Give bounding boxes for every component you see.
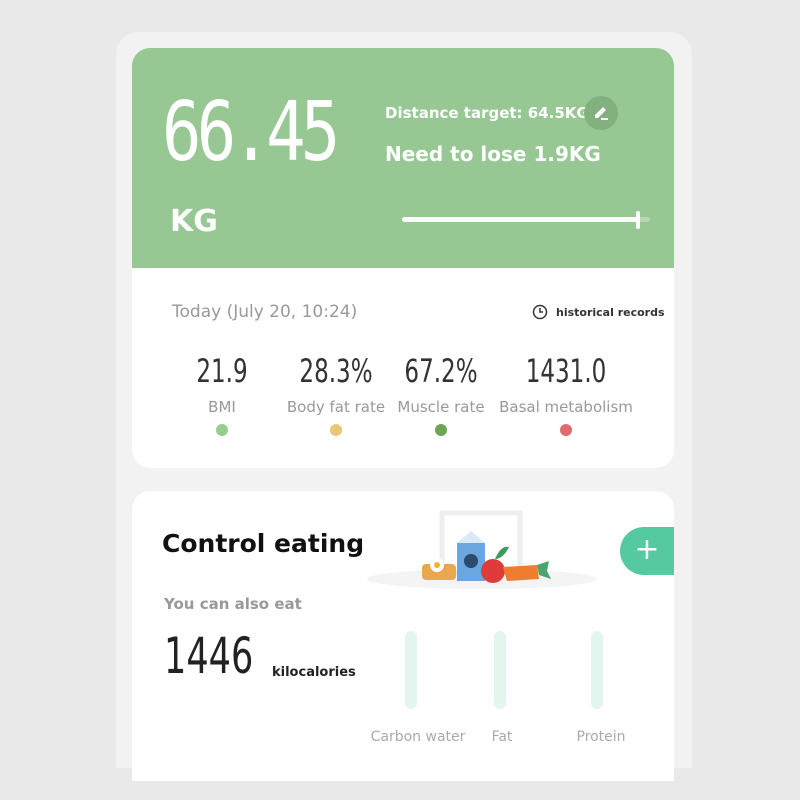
stat-value: 21.9 — [196, 352, 248, 390]
stat-value: 28.3% — [299, 352, 373, 390]
stat-dot — [435, 424, 447, 436]
need-to-lose: Need to lose 1.9KG — [385, 142, 601, 166]
kcal-unit: kilocalories — [272, 665, 356, 680]
stat-dot — [216, 424, 228, 436]
stat-body-fat[interactable]: 28.3% Body fat rate — [271, 352, 401, 440]
stat-basal-metabolism[interactable]: 1431.0 Basal metabolism — [496, 352, 636, 440]
stat-label: BMI — [208, 398, 236, 416]
historical-records-label: historical records — [556, 305, 665, 319]
stat-muscle[interactable]: 67.2% Muscle rate — [376, 352, 506, 440]
food-illustration-icon — [367, 510, 597, 589]
stat-value: 1431.0 — [525, 352, 607, 390]
target-text: Distance target: 64.5KG — [385, 104, 589, 122]
clock-icon — [532, 304, 548, 320]
remaining-kcal: 1446 — [164, 627, 254, 685]
historical-records-link[interactable]: historical records — [532, 304, 665, 320]
carbs-bar — [405, 631, 417, 709]
stat-value: 67.2% — [404, 352, 478, 390]
fat-label: Fat — [491, 729, 513, 745]
pencil-icon — [595, 107, 608, 120]
weight-unit: KG — [170, 204, 218, 239]
stat-label: Basal metabolism — [499, 398, 633, 416]
target-label: Distance target: — [385, 104, 523, 122]
stat-dot — [330, 424, 342, 436]
protein-bar — [591, 631, 603, 709]
progress-marker — [636, 211, 640, 229]
stat-dot — [560, 424, 572, 436]
control-eating-title: Control eating — [162, 529, 365, 558]
progress-fill — [402, 217, 638, 222]
edit-target-button[interactable] — [584, 96, 618, 130]
control-eating-card: Control eating + You can also eat 1446 k… — [132, 491, 674, 781]
stat-label: Body fat rate — [286, 398, 386, 416]
protein-label: Protein — [576, 729, 626, 745]
add-food-button[interactable]: + — [620, 527, 674, 575]
stat-label: Muscle rate — [397, 398, 485, 416]
progress-bar — [402, 217, 650, 222]
carbs-label: Carbon water — [370, 729, 466, 745]
fat-bar — [494, 631, 506, 709]
weight-card: 66.45 KG Distance target: 64.5KG Need to… — [132, 48, 674, 268]
weight-value: 66.45 — [162, 85, 340, 180]
measurement-date: Today (July 20, 10:24) — [172, 302, 358, 322]
stat-bmi[interactable]: 21.9 BMI — [157, 352, 287, 440]
can-also-eat-label: You can also eat — [164, 595, 302, 613]
target-value: 64.5KG — [527, 104, 589, 122]
body-stats-card: Today (July 20, 10:24) historical record… — [132, 268, 674, 468]
